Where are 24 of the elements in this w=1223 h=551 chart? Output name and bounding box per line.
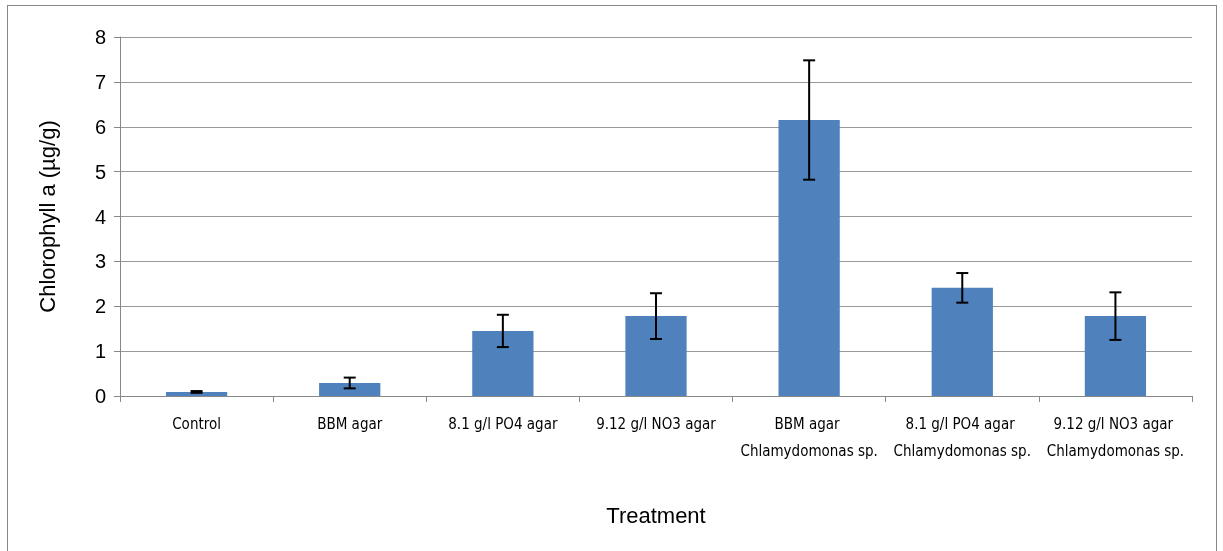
y-tick-label: 2 (94, 295, 106, 318)
y-tick-label: 3 (94, 250, 106, 273)
y-axis-title: Chlorophyll a (µg/g) (34, 120, 60, 313)
y-tick-label: 8 (94, 26, 106, 48)
x-tick-label: BBM agar (317, 414, 383, 433)
bar (472, 330, 534, 396)
x-tick-label: 9.12 g/l NO3 agar (596, 414, 717, 433)
y-tick-label: 7 (94, 70, 106, 93)
y-tick-label: 1 (94, 340, 106, 363)
bar (625, 316, 687, 396)
bar (1084, 316, 1147, 396)
bar (931, 287, 993, 396)
y-tick-label: 0 (94, 385, 106, 407)
x-tick-label: 8.1 g/l PO4 agar Chlamydomonas sp. (893, 414, 1031, 460)
x-tick-label: Control (172, 414, 221, 433)
y-tick-label: 4 (94, 205, 106, 228)
x-tick-label: 9.12 g/l NO3 agar Chlamydomonas sp. (1046, 414, 1185, 460)
y-tick-label: 5 (94, 160, 106, 183)
bar (778, 120, 840, 396)
x-tick-label: BBM agar Chlamydomonas sp. (740, 414, 878, 460)
x-tick-label: 8.1 g/l PO4 agar (448, 414, 558, 433)
x-axis-title: Treatment (606, 502, 706, 528)
bar (319, 382, 381, 396)
y-tick-label: 6 (94, 115, 106, 138)
